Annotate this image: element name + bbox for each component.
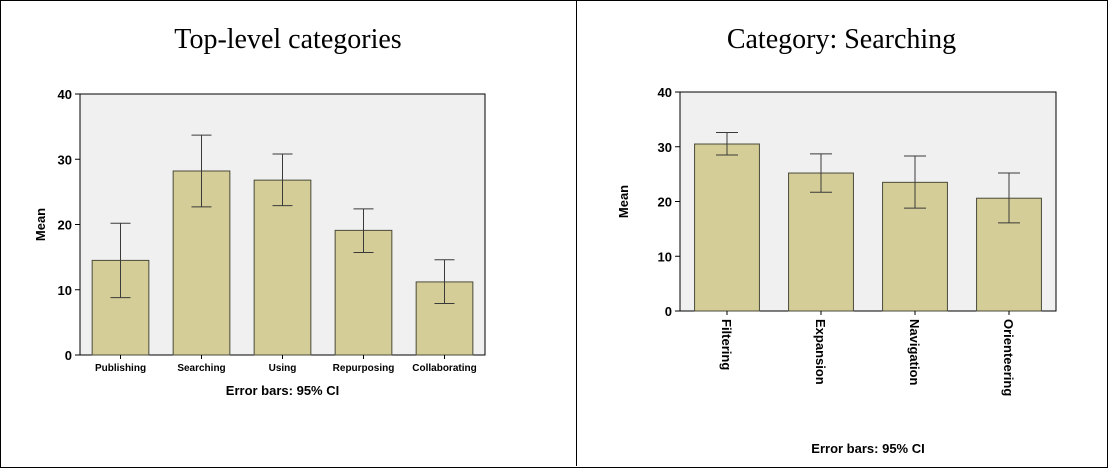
bar-filtering (694, 143, 760, 312)
category-label: Searching (177, 363, 225, 374)
error-bars-note: Error bars: 95% CI (811, 441, 924, 456)
left-bar-chart: 0 10 20 30 40 Mean Publishing Searching Using Rep… (33, 87, 486, 398)
y-tick-label: 40 (58, 87, 72, 102)
y-tick-label: 40 (658, 85, 672, 100)
y-axis-title: Mean (616, 185, 631, 218)
category-label: Using (269, 363, 297, 374)
y-tick-label: 0 (65, 348, 72, 363)
panel-divider (576, 0, 577, 466)
category-label: Expansion (813, 319, 828, 385)
y-tick-label: 10 (58, 283, 72, 298)
category-label: Orienteering (1001, 319, 1016, 396)
error-bars-note: Error bars: 95% CI (226, 383, 339, 398)
category-label: Repurposing (333, 363, 395, 374)
y-tick-label: 0 (665, 304, 672, 319)
y-axis-title: Mean (33, 208, 48, 241)
category-label: Publishing (95, 363, 146, 374)
y-tick-label: 20 (58, 218, 72, 233)
bar-expansion (788, 172, 854, 312)
category-label: Collaborating (412, 363, 476, 374)
y-tick-label: 20 (658, 195, 672, 210)
right-panel-title: Category: Searching (726, 24, 957, 55)
y-tick-label: 10 (658, 249, 672, 264)
category-label: Filtering (719, 319, 734, 370)
category-label: Navigation (907, 319, 922, 386)
y-tick-label: 30 (658, 140, 672, 155)
left-panel-title: Top-level categories (174, 24, 402, 55)
y-tick-label: 30 (58, 152, 72, 167)
